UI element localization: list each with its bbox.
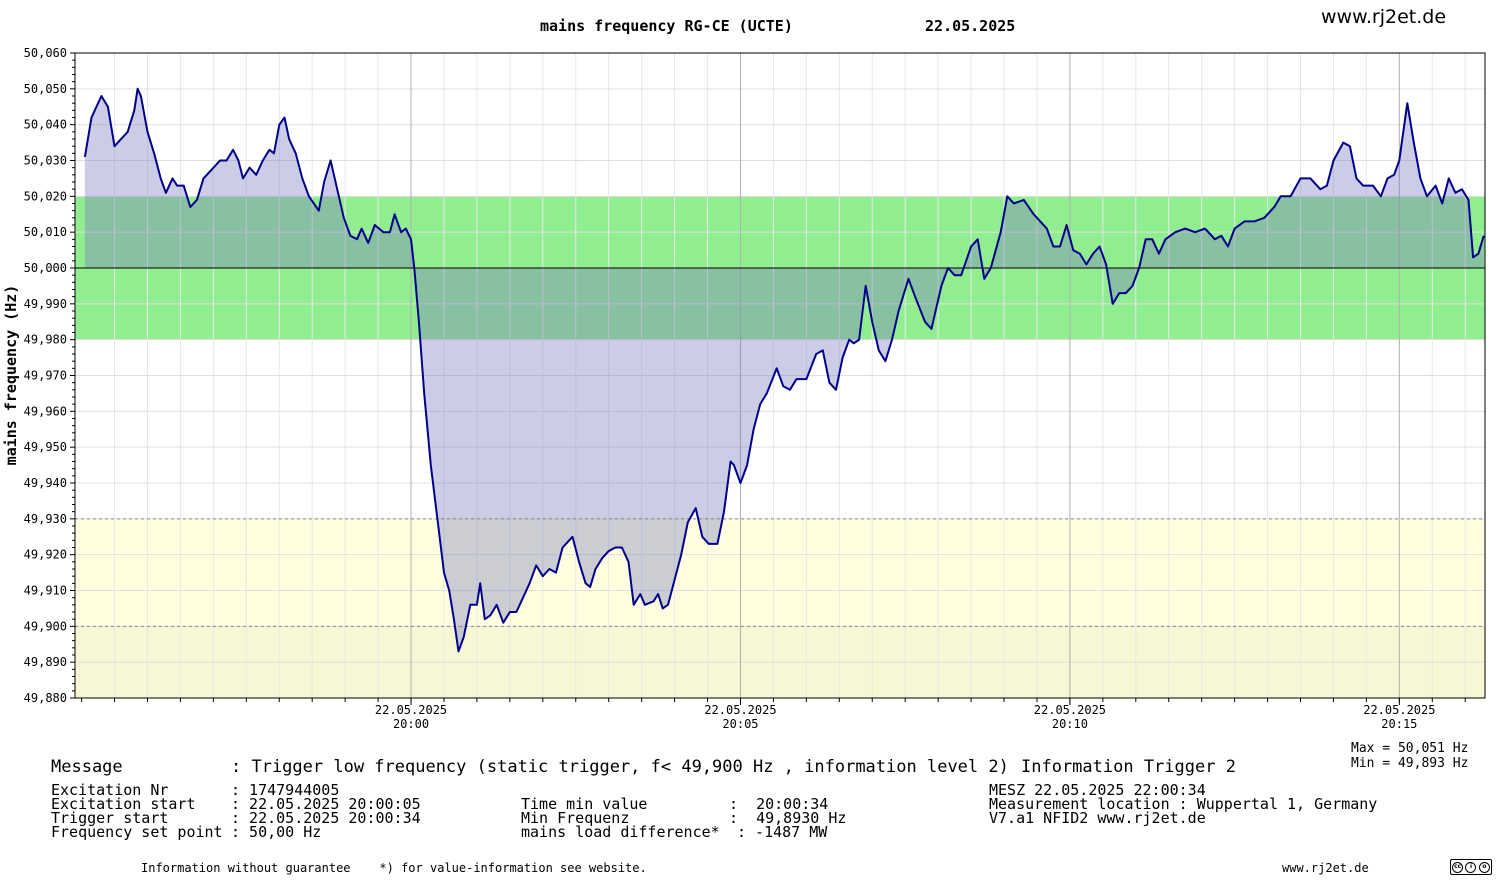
cc-by-sa-icon[interactable]: cc i o	[1450, 859, 1492, 875]
y-tick-label: 49,900	[24, 619, 67, 633]
frequency-chart: 50,060 50,050 50,040 50,030 50,020 50,010 50,0…	[2, 46, 1486, 731]
x-tick-time: 20:05	[722, 717, 758, 731]
chart-title: mains frequency RG-CE (UCTE)	[540, 17, 793, 35]
y-tick-label: 50,040	[24, 118, 67, 132]
y-axis-label: mains frequency (Hz)	[2, 285, 20, 466]
y-tick-label: 49,980	[24, 333, 67, 347]
y-tick-label: 49,920	[24, 548, 67, 562]
info-label: Time min value	[521, 795, 648, 813]
y-tick-label: 49,960	[24, 404, 67, 418]
frequency-line	[83, 87, 1485, 653]
info-value: : -1487 MW	[737, 823, 828, 841]
y-tick-label: 49,940	[24, 476, 67, 490]
max-value: Max = 50,051 Hz	[1351, 741, 1469, 756]
info-label: Frequency set point	[51, 823, 223, 841]
message-label: Message	[51, 757, 123, 777]
chart-date: 22.05.2025	[925, 17, 1016, 35]
x-tick-date: 22.05.2025	[375, 703, 447, 717]
message-level: Information Trigger 2	[1021, 757, 1236, 777]
y-tick-label: 49,970	[24, 369, 67, 383]
measurement-timestamp: MESZ 22.05.2025 22:00:34	[989, 781, 1206, 799]
y-tick-label: 50,050	[24, 82, 67, 96]
deviation-area	[84, 88, 1484, 652]
y-tick-label: 49,930	[24, 512, 67, 526]
disclaimer: Information without guarantee *) for val…	[141, 861, 647, 875]
x-tick-date: 22.05.2025	[1363, 703, 1435, 717]
x-tick-date: 22.05.2025	[1034, 703, 1106, 717]
y-tick-label: 49,880	[24, 691, 67, 705]
y-tick-label: 50,060	[24, 46, 67, 60]
info-value: : 50,00 Hz	[231, 823, 322, 841]
y-tick-label: 50,030	[24, 154, 67, 168]
site-link[interactable]: www.rj2et.de	[1321, 6, 1447, 28]
message-text: : Trigger low frequency (static trigger,…	[231, 757, 1009, 777]
x-tick-time: 20:10	[1052, 717, 1088, 731]
info-label: Excitation Nr	[51, 781, 169, 799]
y-tick-label: 49,890	[24, 655, 67, 669]
info-label: Trigger start	[51, 809, 169, 827]
info-label: Min Frequenz	[521, 809, 630, 827]
footer-site-link[interactable]: www.rj2et.de	[1282, 861, 1369, 875]
y-tick-label: 50,010	[24, 225, 67, 239]
x-tick-date: 22.05.2025	[704, 703, 776, 717]
info-value: : 22.05.2025 20:00:34	[231, 809, 421, 827]
info-value: : 1747944005	[231, 781, 340, 799]
y-tick-label: 49,990	[24, 297, 67, 311]
y-tick-label: 49,950	[24, 440, 67, 454]
y-tick-label: 49,910	[24, 584, 67, 598]
info-value: : 20:00:34	[729, 795, 829, 813]
info-value: : 49,8930 Hz	[729, 809, 847, 827]
version-info: V7.a1 NFID2 www.rj2et.de	[989, 809, 1206, 827]
x-tick-time: 20:00	[393, 717, 429, 731]
x-tick-time: 20:15	[1381, 717, 1417, 731]
y-tick-label: 50,020	[24, 189, 67, 203]
y-tick-label: 50,000	[24, 261, 67, 275]
info-value: : 22.05.2025 20:00:05	[231, 795, 421, 813]
info-label: Excitation start	[51, 795, 196, 813]
measurement-location: Measurement location : Wuppertal 1, Germ…	[989, 795, 1378, 813]
min-value: Min = 49,893 Hz	[1351, 756, 1469, 771]
info-label: mains load difference*	[521, 823, 720, 841]
